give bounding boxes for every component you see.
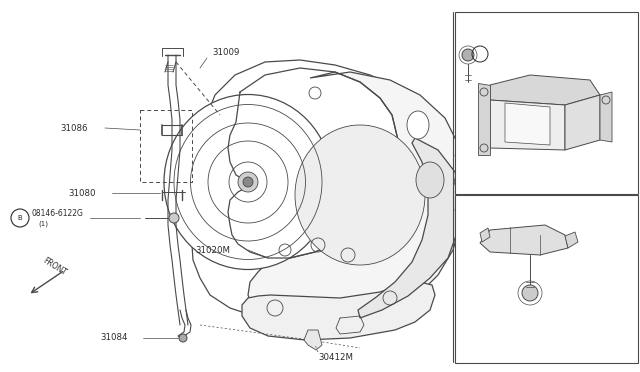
Circle shape — [238, 172, 258, 192]
Polygon shape — [478, 83, 490, 155]
Text: (1): (1) — [38, 221, 48, 227]
Circle shape — [462, 49, 474, 61]
Polygon shape — [565, 95, 600, 150]
Polygon shape — [242, 282, 435, 340]
Text: 31080: 31080 — [68, 189, 95, 198]
Polygon shape — [565, 232, 578, 248]
Polygon shape — [192, 60, 458, 322]
Text: 31185D: 31185D — [510, 311, 544, 320]
Polygon shape — [490, 75, 600, 105]
Ellipse shape — [407, 111, 429, 139]
Text: 31086: 31086 — [60, 124, 88, 132]
Text: J3 0000P: J3 0000P — [552, 356, 585, 365]
Polygon shape — [490, 100, 565, 150]
Text: 31020M: 31020M — [195, 246, 230, 254]
Text: 08146-6122G: 08146-6122G — [32, 208, 84, 218]
Text: 31009: 31009 — [212, 48, 239, 57]
Circle shape — [522, 285, 538, 301]
Polygon shape — [480, 225, 568, 255]
Ellipse shape — [295, 125, 425, 265]
Circle shape — [179, 334, 187, 342]
Polygon shape — [505, 103, 550, 145]
Text: 31036: 31036 — [540, 67, 568, 77]
Polygon shape — [600, 92, 612, 142]
Polygon shape — [248, 72, 465, 325]
Bar — [455, 12, 638, 194]
Text: 31037: 31037 — [520, 205, 547, 215]
Bar — [140, 110, 192, 182]
Text: 08911-10637: 08911-10637 — [491, 46, 542, 55]
Text: 31084: 31084 — [100, 334, 127, 343]
Text: B: B — [18, 215, 22, 221]
Ellipse shape — [416, 162, 444, 198]
Text: 30412M: 30412M — [318, 353, 353, 362]
Text: N: N — [477, 49, 483, 58]
Polygon shape — [358, 138, 462, 318]
Bar — [455, 195, 638, 363]
Text: (3): (3) — [496, 59, 506, 65]
Circle shape — [169, 213, 179, 223]
Polygon shape — [304, 330, 322, 350]
Polygon shape — [480, 228, 490, 242]
Text: FRONT: FRONT — [42, 256, 68, 278]
Circle shape — [243, 177, 253, 187]
Ellipse shape — [164, 94, 332, 269]
